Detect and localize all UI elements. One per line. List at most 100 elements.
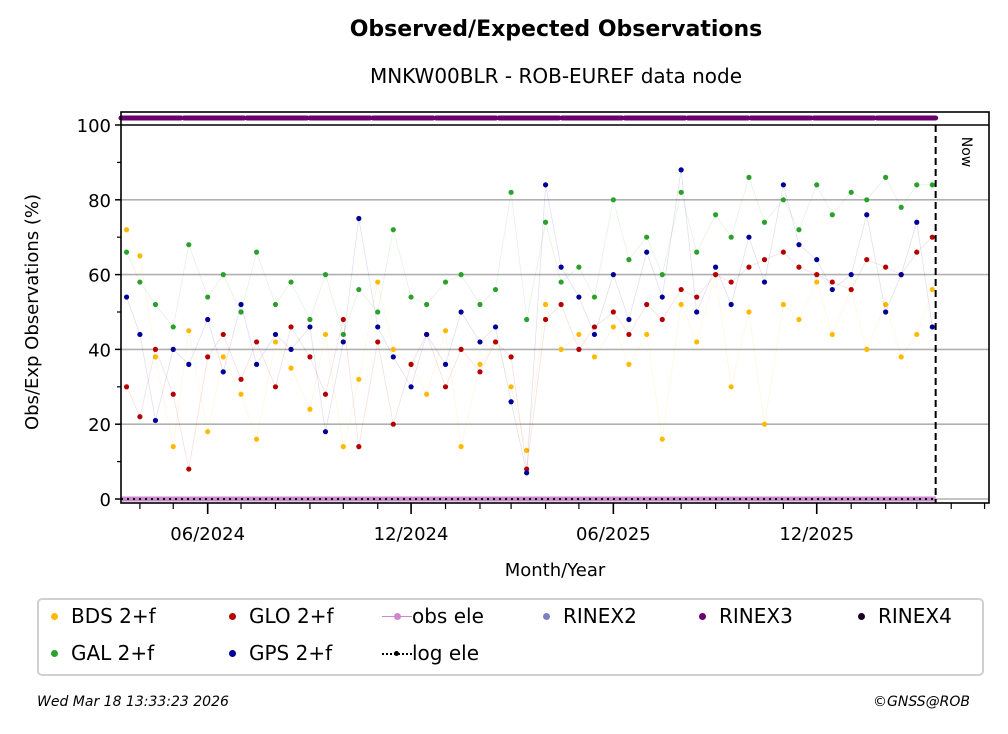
legend-label: GLO 2+f [249, 604, 334, 628]
legend-item: GAL 2+f [47, 641, 154, 665]
legend-label: GAL 2+f [71, 641, 155, 665]
plot-area: 0 20 40 60 80 100 06/2024 12/2024 06/2025 12/2025… [22, 111, 990, 581]
data-point [796, 316, 802, 323]
data-point [898, 204, 904, 210]
data-point [761, 257, 768, 263]
data-point [205, 294, 211, 300]
series-layer [123, 167, 935, 476]
data-point [356, 215, 362, 222]
data-point [492, 286, 499, 293]
data-point [883, 264, 889, 270]
data-point [814, 272, 820, 278]
data-point [424, 301, 430, 308]
data-point [558, 346, 564, 352]
data-point [508, 354, 514, 360]
data-point [848, 189, 854, 195]
data-point [626, 316, 632, 323]
series-line [126, 229, 933, 451]
data-point [137, 414, 143, 420]
data-point [375, 324, 381, 330]
constant-bands [118, 115, 939, 502]
data-point [591, 294, 598, 300]
data-point [408, 361, 414, 367]
data-point [322, 331, 329, 338]
legend-marker-icon [854, 606, 872, 626]
data-point [814, 279, 820, 285]
data-point [307, 316, 313, 323]
data-point [610, 272, 616, 278]
data-point [477, 339, 483, 345]
data-point [678, 286, 684, 293]
data-point [524, 447, 530, 453]
data-point [408, 384, 414, 390]
data-point [220, 331, 226, 338]
data-point [186, 328, 192, 334]
legend-marker-icon [225, 643, 243, 663]
data-point [591, 331, 598, 338]
data-point [678, 301, 684, 308]
data-point [576, 346, 582, 352]
y-tick-label: 100 [77, 116, 111, 137]
data-point [238, 309, 244, 315]
legend-item: GLO 2+f [225, 604, 334, 628]
data-point [761, 279, 768, 285]
data-point [408, 294, 414, 300]
data-point [914, 249, 920, 255]
data-point [424, 391, 430, 397]
data-point [576, 264, 582, 270]
data-point [796, 227, 802, 233]
data-point [644, 301, 650, 308]
y-tick-label: 60 [88, 266, 111, 287]
data-point [307, 324, 313, 330]
data-point [340, 444, 346, 450]
copyright: ©GNSS@ROB [873, 694, 970, 710]
data-point [442, 361, 449, 367]
data-point [659, 436, 665, 442]
legend-marker-icon [382, 643, 412, 663]
data-point [288, 324, 294, 330]
legend-label: BDS 2+f [71, 604, 156, 628]
data-point [424, 331, 430, 338]
legend-item: obs ele [382, 604, 484, 628]
data-point [914, 331, 920, 338]
data-point [307, 354, 313, 360]
data-point [914, 182, 920, 188]
x-tick-label: 12/2024 [374, 524, 449, 545]
data-point [864, 346, 870, 352]
legend-marker-icon [695, 606, 713, 626]
data-point [814, 182, 820, 188]
data-point [390, 421, 396, 427]
data-point [929, 324, 935, 330]
data-point [322, 272, 329, 278]
legend-label: obs ele [412, 604, 484, 628]
data-point [152, 346, 159, 352]
data-point [780, 182, 786, 188]
data-point [356, 444, 362, 450]
data-point [659, 316, 665, 323]
data-point [576, 294, 582, 300]
data-point [272, 384, 279, 390]
data-point [508, 189, 514, 195]
data-point [883, 174, 889, 180]
data-point [458, 272, 464, 278]
x-tick-label: 12/2025 [779, 524, 854, 545]
data-point [626, 257, 632, 263]
y-tick-label: 40 [88, 340, 111, 361]
data-point [694, 249, 700, 255]
axes: 0 20 40 60 80 100 06/2024 12/2024 06/2025 12/2025 [77, 111, 990, 545]
data-point [728, 279, 734, 285]
data-point [442, 384, 449, 390]
data-point [883, 309, 889, 315]
data-point [375, 279, 381, 285]
data-point [712, 212, 719, 218]
data-point [746, 309, 752, 315]
series-line [126, 176, 933, 336]
data-point [626, 361, 632, 367]
legend-label: log ele [412, 641, 480, 665]
legend: BDS 2+f GLO 2+f obs ele RINEX2 RINEX3 RINEX4 G… [37, 598, 984, 676]
data-point [272, 331, 279, 338]
data-point [152, 301, 159, 308]
data-point [508, 399, 514, 405]
y-tick-label: 80 [88, 191, 111, 212]
data-point [761, 421, 768, 427]
